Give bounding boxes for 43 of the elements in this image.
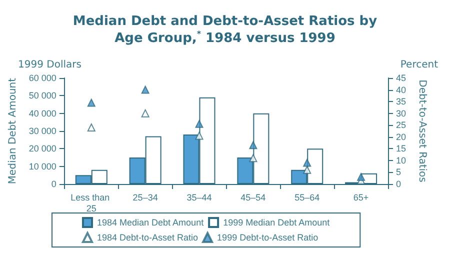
legend-label: 1999 Debt-to-Asset Ratio	[217, 232, 318, 242]
x-tick-label: 55–64	[294, 192, 320, 202]
point	[303, 166, 312, 174]
y2-tick-label: 0	[396, 179, 402, 189]
x-tick-label: 45–54	[240, 192, 266, 202]
y-tick-label: 0	[51, 179, 56, 189]
y2-tick-label: 25	[396, 120, 406, 130]
y2-tick-label: 20	[396, 132, 406, 142]
y2-tick-label: 30	[396, 108, 406, 118]
legend-label: 1984 Median Debt Amount	[97, 218, 204, 228]
y2-tick-label: 5	[396, 167, 402, 178]
point	[87, 123, 96, 132]
text: 1999 Dollars	[18, 60, 82, 70]
y-tick-label: 20 000	[28, 144, 56, 154]
x-tick-label: 35–44	[186, 192, 212, 202]
y2-tick-label: 40	[396, 84, 406, 95]
point	[87, 98, 96, 107]
y-tick-label: 10 000	[28, 161, 56, 172]
y-axis-title: Median Debt Amount	[8, 78, 18, 184]
chart-title: Median Debt and Debt-to-Asset Ratios by Age Group,* 1984 versus 1999	[72, 14, 378, 46]
text: Percent	[400, 60, 438, 70]
y-tick-label: 30 000	[28, 126, 56, 136]
y-tick-label: 50 000	[28, 90, 56, 101]
point	[141, 86, 150, 94]
y2-tick-label: 15	[396, 144, 406, 154]
y2-tick-label: 10	[396, 155, 406, 166]
point	[195, 132, 204, 140]
point	[357, 172, 366, 181]
point	[141, 109, 150, 118]
point	[195, 120, 204, 128]
legend-label: 1999 Median Debt Amount	[223, 218, 330, 228]
y-tick-label: 40 000	[28, 108, 56, 118]
x-tick-label: 65+	[353, 192, 369, 202]
y2-axis-title: Debt-to-Asset Ratios	[416, 80, 428, 182]
point	[303, 158, 312, 167]
x-tick-label: Less than 25	[70, 192, 112, 214]
y2-tick-label: 45	[396, 73, 406, 83]
x-tick-label: 25–34	[132, 192, 158, 202]
point	[249, 141, 258, 150]
point	[249, 154, 258, 162]
y-tick-label: 60 000	[28, 73, 56, 83]
legend-label: 1984 Debt-to-Asset Ratio	[97, 232, 198, 242]
y2-tick-label: 35	[396, 96, 406, 107]
